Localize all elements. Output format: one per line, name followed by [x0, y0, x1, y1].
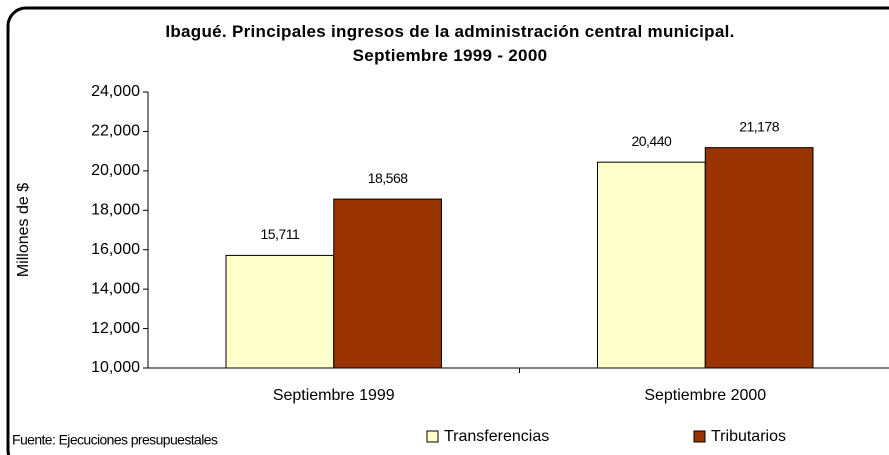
y-tick-label: 22,000	[91, 123, 140, 140]
y-tick-label: 20,000	[91, 162, 140, 179]
legend-swatch	[426, 430, 439, 443]
value-label: 18,568	[368, 170, 409, 186]
bar	[225, 254, 335, 369]
y-axis-label: Millones de $	[15, 183, 32, 277]
x-tick-label: Septiembre 1999	[273, 387, 395, 404]
chart-title: Ibagué. Principales ingresos de la admin…	[165, 22, 735, 65]
legend-swatch	[693, 430, 706, 443]
y-tick-label: 10,000	[91, 359, 140, 376]
y-tick-label: 18,000	[91, 202, 140, 219]
y-tick-label: 24,000	[91, 83, 140, 100]
y-tick-label: 12,000	[91, 320, 140, 337]
legend-label: Transferencias	[444, 428, 549, 445]
y-tick-label: 14,000	[91, 280, 140, 297]
x-tick-label: Septiembre 2000	[644, 387, 766, 404]
value-label: 15,711	[260, 226, 299, 242]
value-label: 20,440	[631, 133, 672, 149]
bar	[704, 147, 814, 369]
legend-label: Tributarios	[711, 428, 786, 445]
bar	[333, 198, 442, 369]
y-tick-label: 16,000	[91, 241, 140, 258]
bar	[597, 161, 706, 369]
source-note: Fuente: Ejecuciones presupuestales	[12, 432, 218, 448]
value-label: 21,178	[739, 118, 780, 134]
